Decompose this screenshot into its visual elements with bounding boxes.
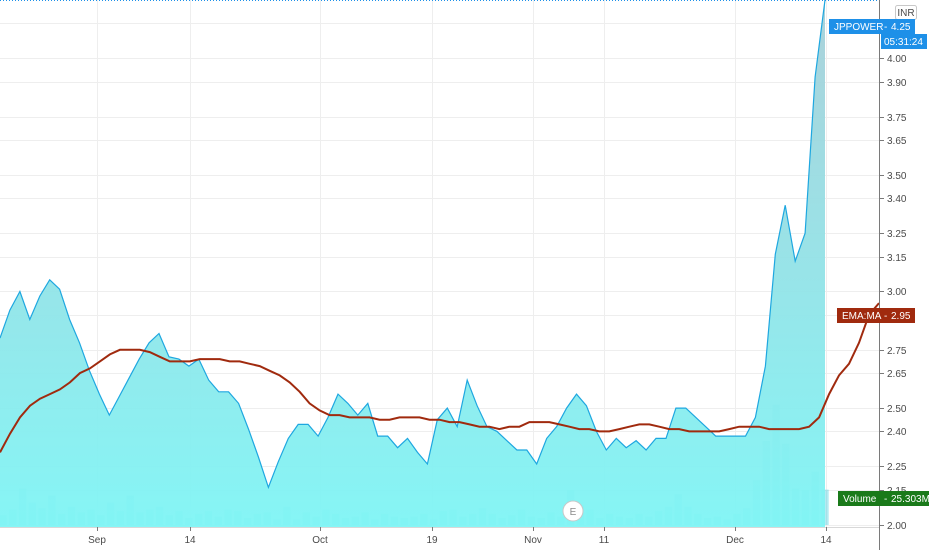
y-tick-label: 3.90 (887, 78, 907, 89)
ema-tag-value: 2.95 (891, 311, 911, 322)
price-line (0, 0, 826, 490)
price-tag: JPPOWER - 4.25 05:31:24 (829, 19, 927, 49)
price-area-fill (0, 0, 825, 527)
y-tick-label: 4.00 (887, 54, 907, 65)
volume-tag: Volume - 25.303M (838, 491, 930, 506)
ema-tag: EMA:MA - 2.95 (837, 308, 915, 323)
x-tick-label: Nov (524, 535, 542, 546)
time-axis[interactable]: Sep 14 Oct 19 Nov 11 Dec 14 (0, 527, 879, 546)
y-tick-label: 2.25 (887, 462, 907, 473)
price-area (0, 0, 826, 527)
x-tick-label: 14 (184, 535, 196, 546)
price-tag-symbol: JPPOWER (834, 22, 883, 33)
price-countdown: 05:31:24 (884, 37, 923, 48)
y-tick-label: 3.25 (887, 229, 907, 240)
price-tag-value: 4.25 (891, 22, 911, 33)
x-tick-label: 14 (820, 535, 832, 546)
y-tick-label: 3.40 (887, 194, 907, 205)
y-tick-label: 3.75 (887, 113, 907, 124)
y-tick-label: 2.65 (887, 369, 907, 380)
volume-tag-label: Volume (843, 494, 877, 505)
y-tick-label: 3.65 (887, 136, 907, 147)
x-tick-label: 11 (599, 535, 610, 546)
earnings-marker-letter: E (570, 507, 577, 518)
price-tag-dash: - (884, 22, 887, 33)
x-tick-label: 19 (426, 535, 438, 546)
currency-label: INR (897, 8, 914, 19)
x-tick-label: Dec (726, 535, 744, 546)
y-tick-label: 2.00 (887, 521, 907, 532)
y-tick-label: 2.40 (887, 427, 907, 438)
x-tick-label: Sep (88, 535, 106, 546)
volume-tag-dash: - (884, 494, 887, 505)
ema-tag-dash: - (884, 311, 887, 322)
ema-line (0, 302, 880, 453)
volume-tag-value: 25.303M (891, 494, 930, 505)
y-tick-label: 3.15 (887, 253, 907, 264)
ema-path (0, 302, 880, 453)
y-tick-label: 2.50 (887, 404, 907, 415)
y-tick-label: 3.00 (887, 287, 907, 298)
y-tick-label: 2.75 (887, 346, 907, 357)
earnings-marker[interactable]: E (562, 500, 584, 522)
x-tick-label: Oct (312, 535, 328, 546)
currency-badge: INR (895, 5, 917, 20)
y-tick-label: 3.50 (887, 171, 907, 182)
price-axis[interactable]: 2.002.152.252.402.502.652.752.903.003.15… (879, 19, 907, 532)
ema-tag-label: EMA:MA (842, 311, 882, 322)
